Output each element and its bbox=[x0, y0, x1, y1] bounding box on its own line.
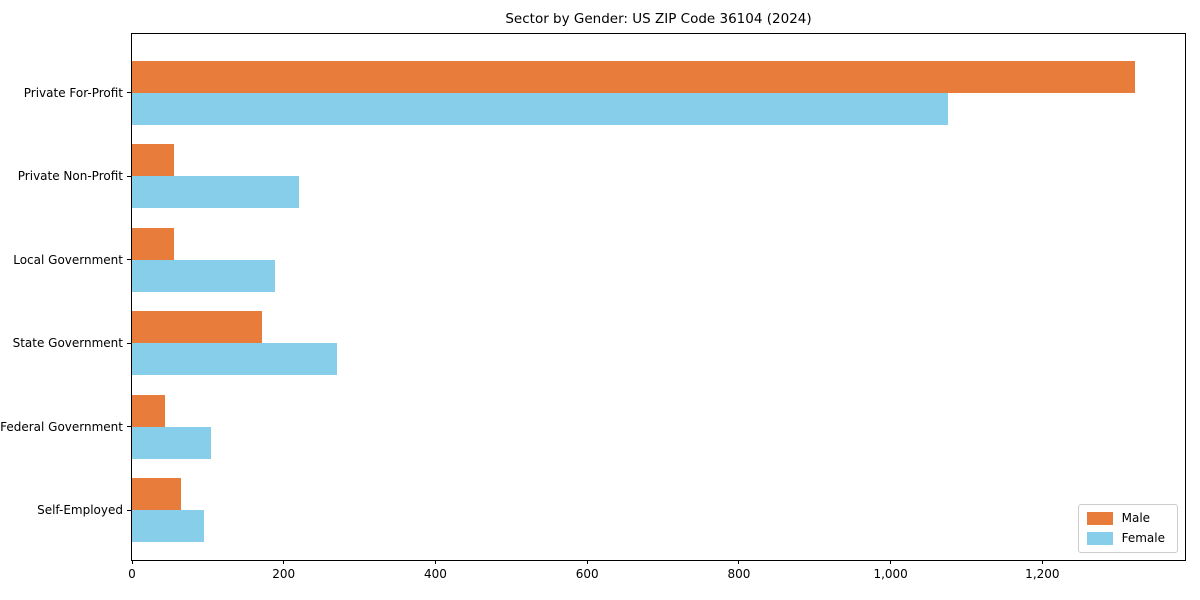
bar-female-3 bbox=[132, 259, 275, 292]
x-axis-tick-label: 600 bbox=[575, 567, 599, 581]
chart-title: Sector by Gender: US ZIP Code 36104 (202… bbox=[505, 11, 812, 27]
y-axis-tick-mark bbox=[127, 175, 131, 177]
x-axis-tick-label: 1,000 bbox=[873, 567, 908, 581]
x-axis-tick-mark bbox=[283, 560, 285, 564]
x-axis-tick-mark bbox=[586, 560, 588, 564]
x-axis-tick-label: 0 bbox=[128, 567, 136, 581]
y-axis-category-label: Federal Government bbox=[0, 419, 123, 434]
x-axis-tick-mark bbox=[1041, 560, 1043, 564]
legend-label-female: Female bbox=[1121, 531, 1165, 545]
legend: Male Female bbox=[1077, 504, 1178, 553]
legend-item-female: Female bbox=[1086, 531, 1165, 545]
y-axis-category-label: State Government bbox=[12, 336, 123, 350]
x-axis-tick-mark bbox=[890, 560, 892, 564]
bar-male-5 bbox=[132, 394, 166, 427]
y-axis-category-label: Private Non-Profit bbox=[17, 169, 123, 183]
x-axis-tick-label: 1,200 bbox=[1025, 567, 1060, 581]
x-axis-tick-mark bbox=[434, 560, 436, 564]
y-axis-tick-mark bbox=[127, 92, 131, 93]
bar-male-2 bbox=[132, 144, 174, 176]
bar-female-4 bbox=[132, 343, 337, 375]
y-axis-category-label: Local Government bbox=[13, 252, 123, 267]
y-axis-tick-mark bbox=[127, 259, 131, 260]
x-axis-tick-label: 400 bbox=[424, 567, 447, 581]
legend-swatch-male bbox=[1086, 512, 1113, 525]
x-axis-tick-mark bbox=[131, 560, 133, 564]
bar-female-6 bbox=[132, 510, 205, 542]
bar-male-6 bbox=[132, 478, 182, 510]
bar-male-4 bbox=[132, 311, 262, 343]
legend-label-male: Male bbox=[1121, 511, 1151, 525]
x-axis-tick-mark bbox=[738, 560, 740, 564]
x-axis-tick-label: 200 bbox=[272, 567, 296, 581]
plot-area: Private For-Profit Private Non-Profit Loca… bbox=[0, 33, 1186, 581]
y-axis-tick-mark bbox=[127, 342, 131, 344]
bar-male-1 bbox=[132, 60, 1135, 93]
bar-female-1 bbox=[132, 92, 948, 125]
y-axis-tick-mark bbox=[127, 426, 131, 427]
y-axis-tick-mark bbox=[127, 509, 131, 511]
legend-item-male: Male bbox=[1086, 511, 1165, 525]
bar-female-5 bbox=[132, 426, 211, 459]
y-axis-category-label: Private For-Profit bbox=[23, 85, 123, 100]
x-axis-tick-label: 800 bbox=[727, 567, 751, 581]
bar-female-2 bbox=[132, 176, 299, 208]
legend-swatch-female bbox=[1086, 532, 1113, 545]
bar-male-3 bbox=[132, 227, 174, 260]
y-axis-category-label: Self-Employed bbox=[37, 503, 123, 517]
